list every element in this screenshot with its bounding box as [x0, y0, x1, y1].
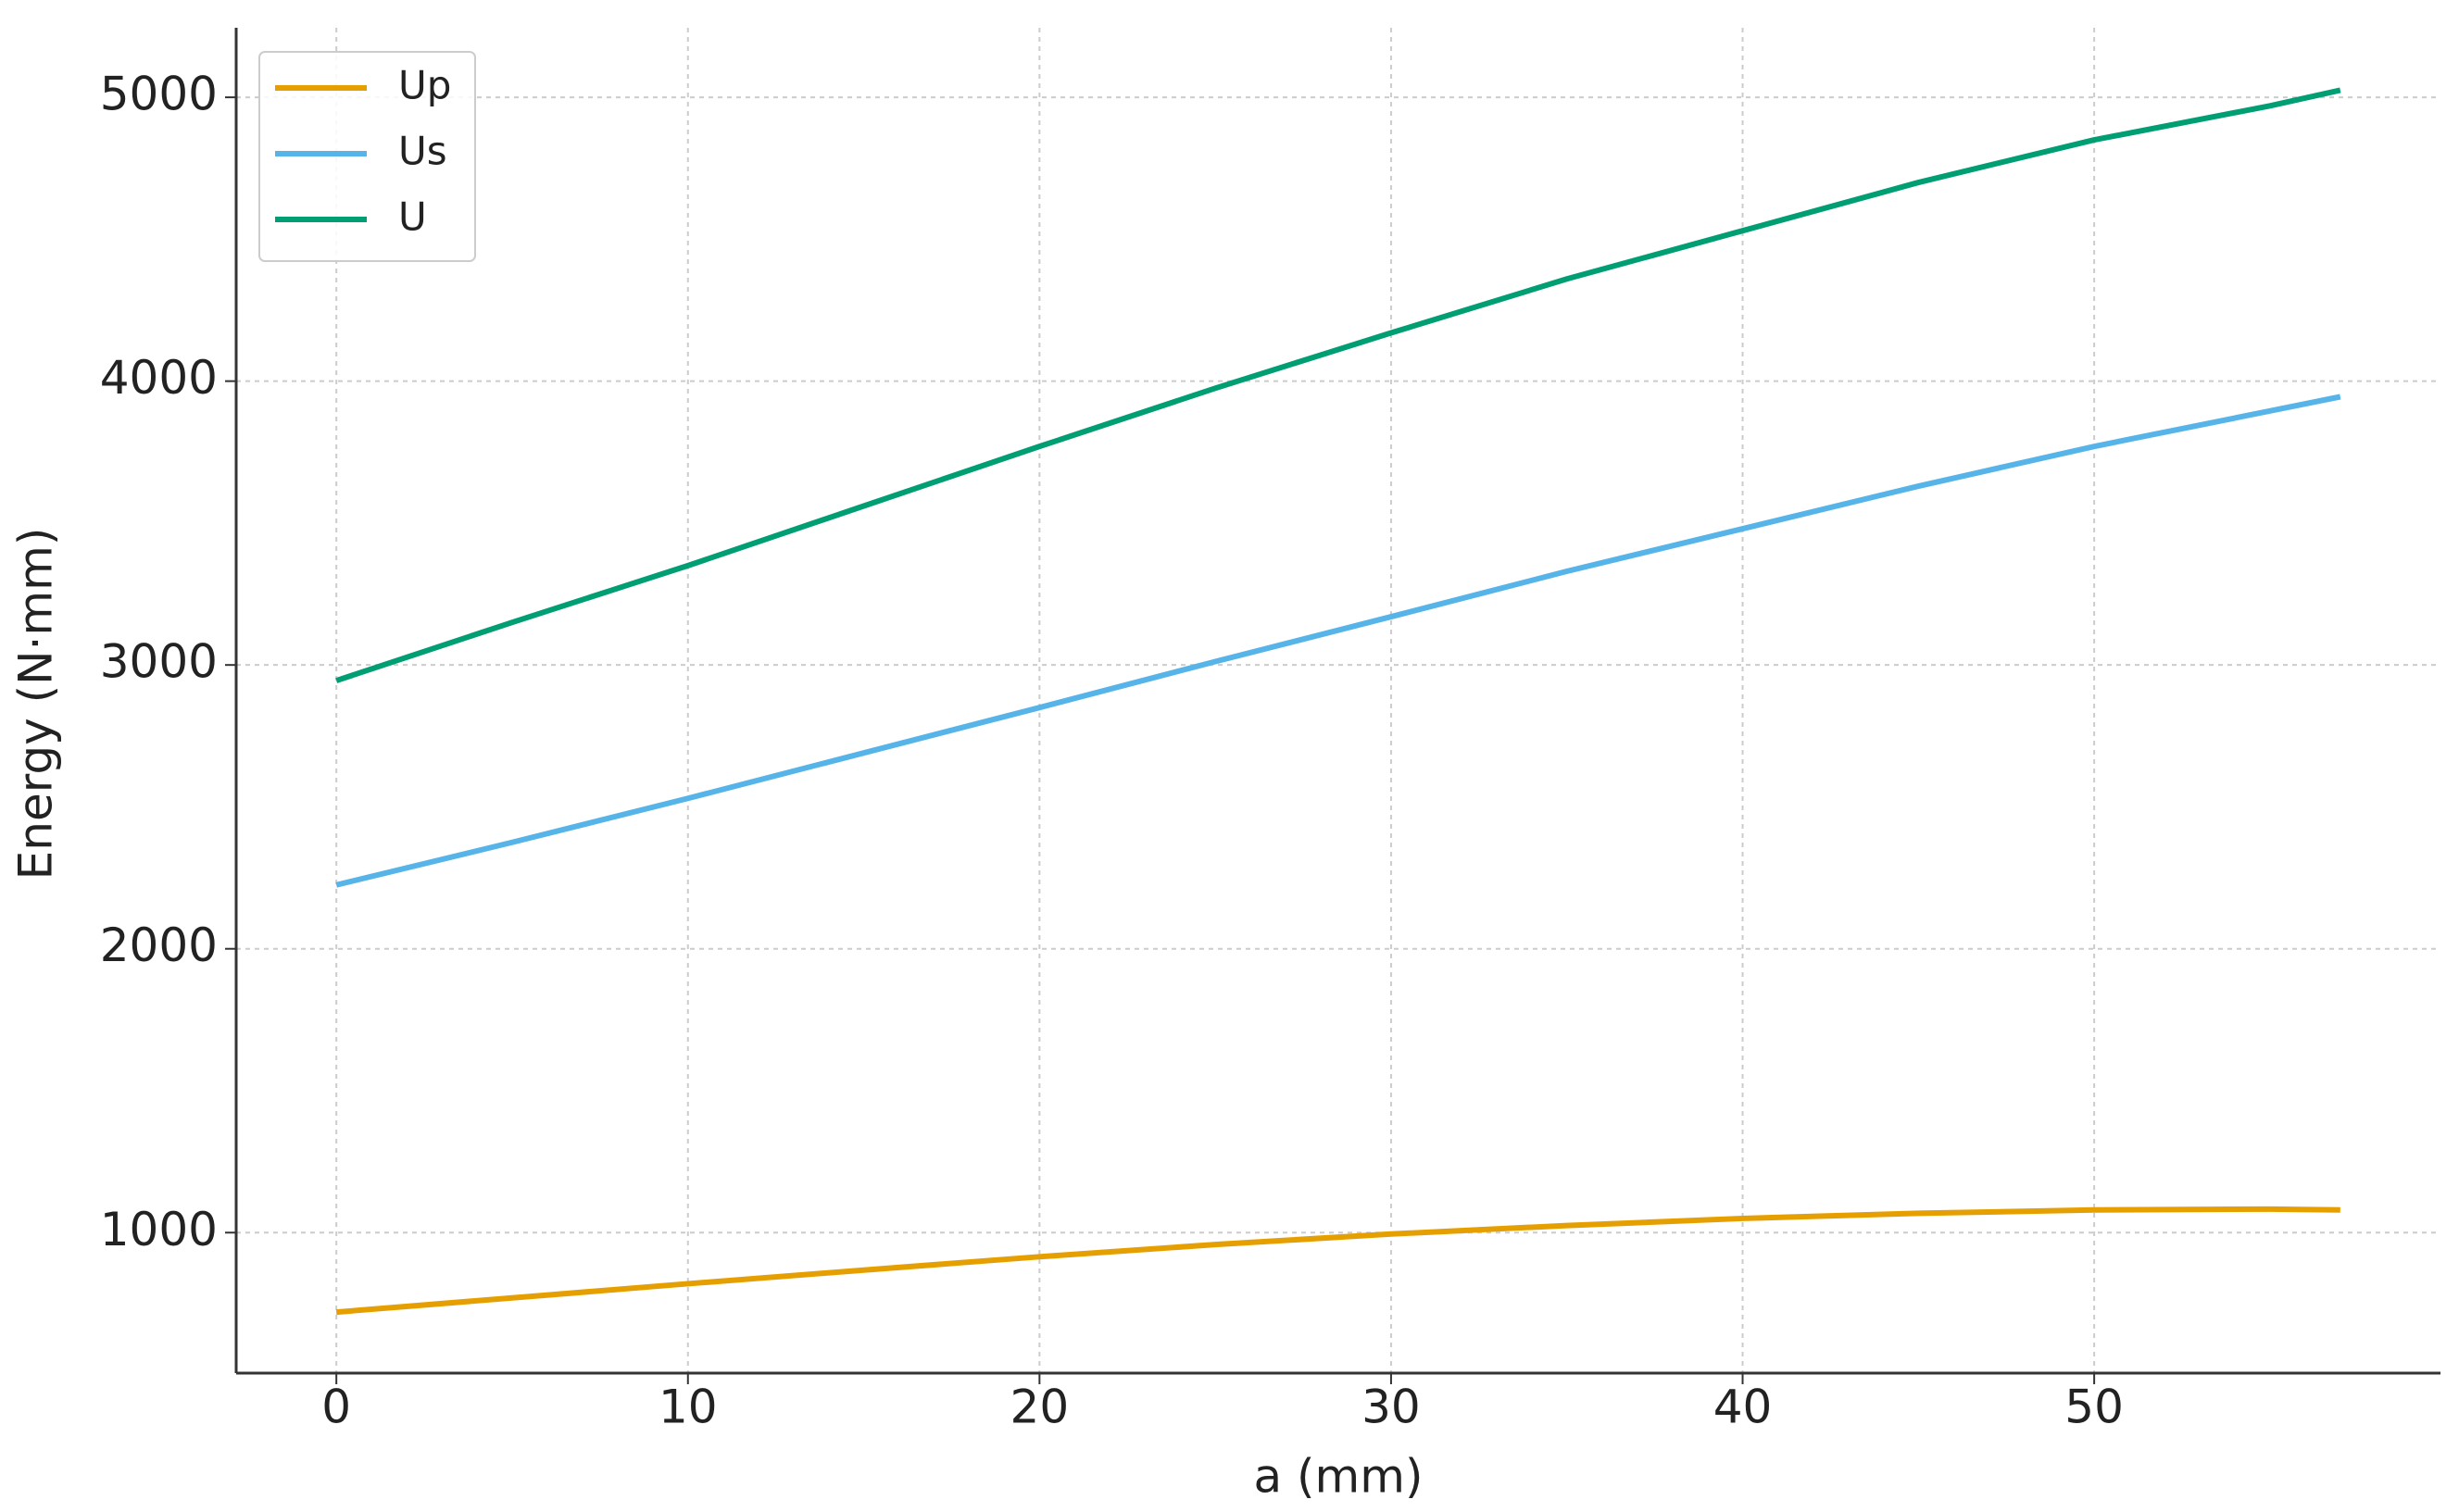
- x-tick-label: 50: [2064, 1381, 2124, 1434]
- x-tick-label: 20: [1010, 1381, 1070, 1434]
- y-axis-label: Energy (N·mm): [9, 528, 63, 881]
- y-tick-label: 2000: [100, 918, 218, 972]
- series-line: [335, 87, 2341, 683]
- y-tick-label: 3000: [100, 635, 218, 689]
- y-tick-label: 4000: [100, 351, 218, 405]
- x-tick-label: 30: [1361, 1381, 1421, 1434]
- series-line: [335, 1206, 2340, 1316]
- y-tick-label: 5000: [100, 68, 218, 121]
- x-axis-label: a (mm): [1254, 1450, 1424, 1504]
- series-line: [335, 394, 2341, 888]
- x-tick-label: 10: [659, 1381, 718, 1434]
- legend-label: U: [398, 194, 427, 240]
- y-tick-label: 1000: [100, 1203, 218, 1256]
- legend-box: [258, 51, 476, 262]
- legend-label: Us: [398, 129, 447, 174]
- x-tick-label: 40: [1713, 1381, 1773, 1434]
- legend-label: Up: [398, 63, 451, 108]
- x-tick-label: 0: [321, 1381, 351, 1434]
